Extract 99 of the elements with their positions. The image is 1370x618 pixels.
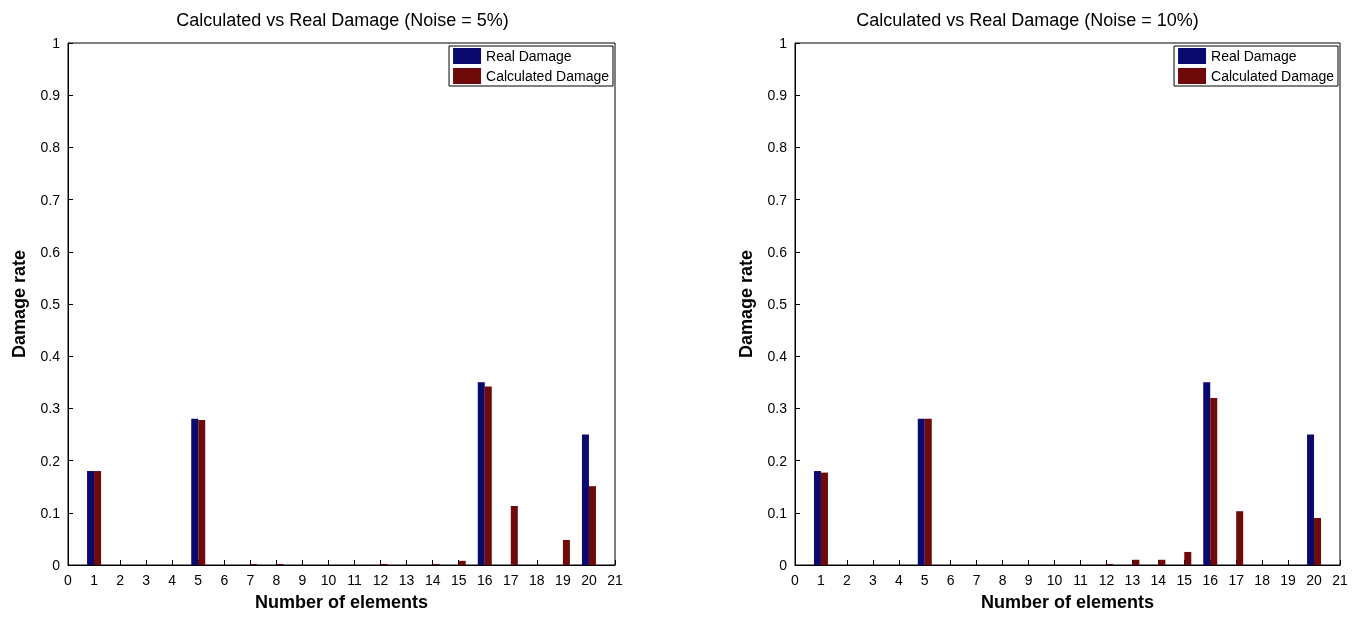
y-tick-label: 0.9 xyxy=(767,87,788,104)
x-tick-label: 20 xyxy=(1306,572,1323,588)
bar xyxy=(1184,551,1192,565)
y-tick-label: 0.3 xyxy=(767,400,788,417)
y-tick-label: 0.4 xyxy=(40,348,61,365)
y-tick-label: 0.2 xyxy=(40,452,61,469)
bar xyxy=(917,418,925,565)
y-tick-label: 0.5 xyxy=(767,296,788,312)
chart-title: Calculated vs Real Damage (Noise = 10%) xyxy=(856,10,1199,30)
bar xyxy=(1314,518,1322,565)
legend-label: Real Damage xyxy=(486,48,572,64)
x-tick-label: 4 xyxy=(894,572,903,588)
x-tick-label: 16 xyxy=(1202,572,1219,588)
bar xyxy=(510,506,518,565)
y-tick-label: 0.8 xyxy=(40,139,61,156)
x-axis-title: Number of elements xyxy=(254,592,429,612)
bar xyxy=(477,382,485,565)
x-tick-label: 0 xyxy=(791,572,800,588)
x-tick-label: 17 xyxy=(503,572,519,588)
x-tick-label: 19 xyxy=(555,572,571,588)
y-tick-label: 0.3 xyxy=(40,400,61,417)
x-tick-label: 20 xyxy=(581,572,597,588)
y-tick-label: 0.7 xyxy=(767,191,788,208)
bar xyxy=(87,471,95,565)
y-tick-label: 0.6 xyxy=(40,243,61,260)
x-tick-label: 14 xyxy=(1150,572,1167,588)
chart-title: Calculated vs Real Damage (Noise = 5%) xyxy=(176,10,509,30)
x-tick-label: 4 xyxy=(168,572,177,588)
bar xyxy=(1307,434,1315,565)
x-tick-label: 5 xyxy=(920,572,929,588)
x-tick-label: 8 xyxy=(272,572,281,588)
bar xyxy=(562,539,570,565)
legend-label: Calculated Damage xyxy=(1211,68,1335,84)
bar xyxy=(924,418,932,565)
y-tick-label: 0.9 xyxy=(40,87,61,104)
bar xyxy=(588,486,596,565)
y-tick-label: 0 xyxy=(52,557,61,573)
x-tick-label: 16 xyxy=(476,572,493,588)
bar xyxy=(1203,382,1211,565)
x-tick-label: 6 xyxy=(220,572,229,588)
x-tick-label: 9 xyxy=(298,572,307,588)
y-tick-label: 0.1 xyxy=(767,504,788,521)
x-tick-label: 8 xyxy=(998,572,1007,588)
x-tick-label: 1 xyxy=(90,572,99,588)
y-axis-title: Damage rate xyxy=(736,249,756,359)
x-tick-label: 17 xyxy=(1228,572,1245,588)
bar xyxy=(1158,559,1166,565)
x-tick-label: 3 xyxy=(142,572,151,588)
legend-label: Real Damage xyxy=(1211,48,1297,64)
x-tick-label: 11 xyxy=(347,572,362,588)
x-tick-label: 10 xyxy=(1046,572,1063,588)
x-tick-label: 13 xyxy=(398,572,415,588)
y-tick-label: 0 xyxy=(779,557,788,573)
x-tick-label: 21 xyxy=(607,572,623,588)
bar xyxy=(813,471,821,565)
y-tick-label: 1 xyxy=(779,35,788,51)
x-tick-label: 21 xyxy=(1332,572,1348,588)
y-tick-label: 0.7 xyxy=(40,191,61,208)
bar xyxy=(1210,397,1218,565)
x-tick-label: 18 xyxy=(1254,572,1271,588)
x-tick-label: 10 xyxy=(320,572,337,588)
y-tick-label: 0.1 xyxy=(40,504,61,521)
x-tick-label: 3 xyxy=(868,572,877,588)
y-tick-label: 1 xyxy=(52,35,61,51)
x-tick-label: 0 xyxy=(64,572,73,588)
bar xyxy=(581,434,589,565)
legend-label: Calculated Damage xyxy=(486,68,610,84)
x-tick-label: 18 xyxy=(529,572,545,588)
bar xyxy=(458,560,466,565)
x-tick-label: 7 xyxy=(246,572,255,588)
x-tick-label: 15 xyxy=(450,572,467,588)
x-tick-label: 6 xyxy=(946,572,955,588)
bar xyxy=(820,472,828,565)
bar xyxy=(484,386,492,565)
y-tick-label: 0.5 xyxy=(40,296,61,312)
y-tick-label: 0.8 xyxy=(767,139,788,156)
y-tick-label: 0.2 xyxy=(767,452,788,469)
x-axis-title: Number of elements xyxy=(980,592,1155,612)
x-tick-label: 5 xyxy=(194,572,203,588)
bar xyxy=(198,419,206,565)
y-tick-label: 0.4 xyxy=(767,348,788,365)
x-tick-label: 7 xyxy=(972,572,981,588)
x-tick-label: 19 xyxy=(1280,572,1297,588)
y-tick-label: 0.6 xyxy=(767,243,788,260)
x-tick-label: 14 xyxy=(424,572,441,588)
x-tick-label: 12 xyxy=(1098,572,1115,588)
x-tick-label: 15 xyxy=(1176,572,1193,588)
bar xyxy=(1132,559,1140,565)
x-tick-label: 2 xyxy=(116,572,125,588)
x-tick-label: 9 xyxy=(1024,572,1033,588)
x-tick-label: 2 xyxy=(843,572,852,588)
y-axis-title: Damage rate xyxy=(9,249,29,359)
x-tick-label: 12 xyxy=(372,572,389,588)
bar xyxy=(94,471,102,565)
bar xyxy=(191,418,199,565)
bar xyxy=(1236,511,1244,565)
x-tick-label: 13 xyxy=(1124,572,1141,588)
x-tick-label: 11 xyxy=(1073,572,1088,588)
x-tick-label: 1 xyxy=(817,572,826,588)
